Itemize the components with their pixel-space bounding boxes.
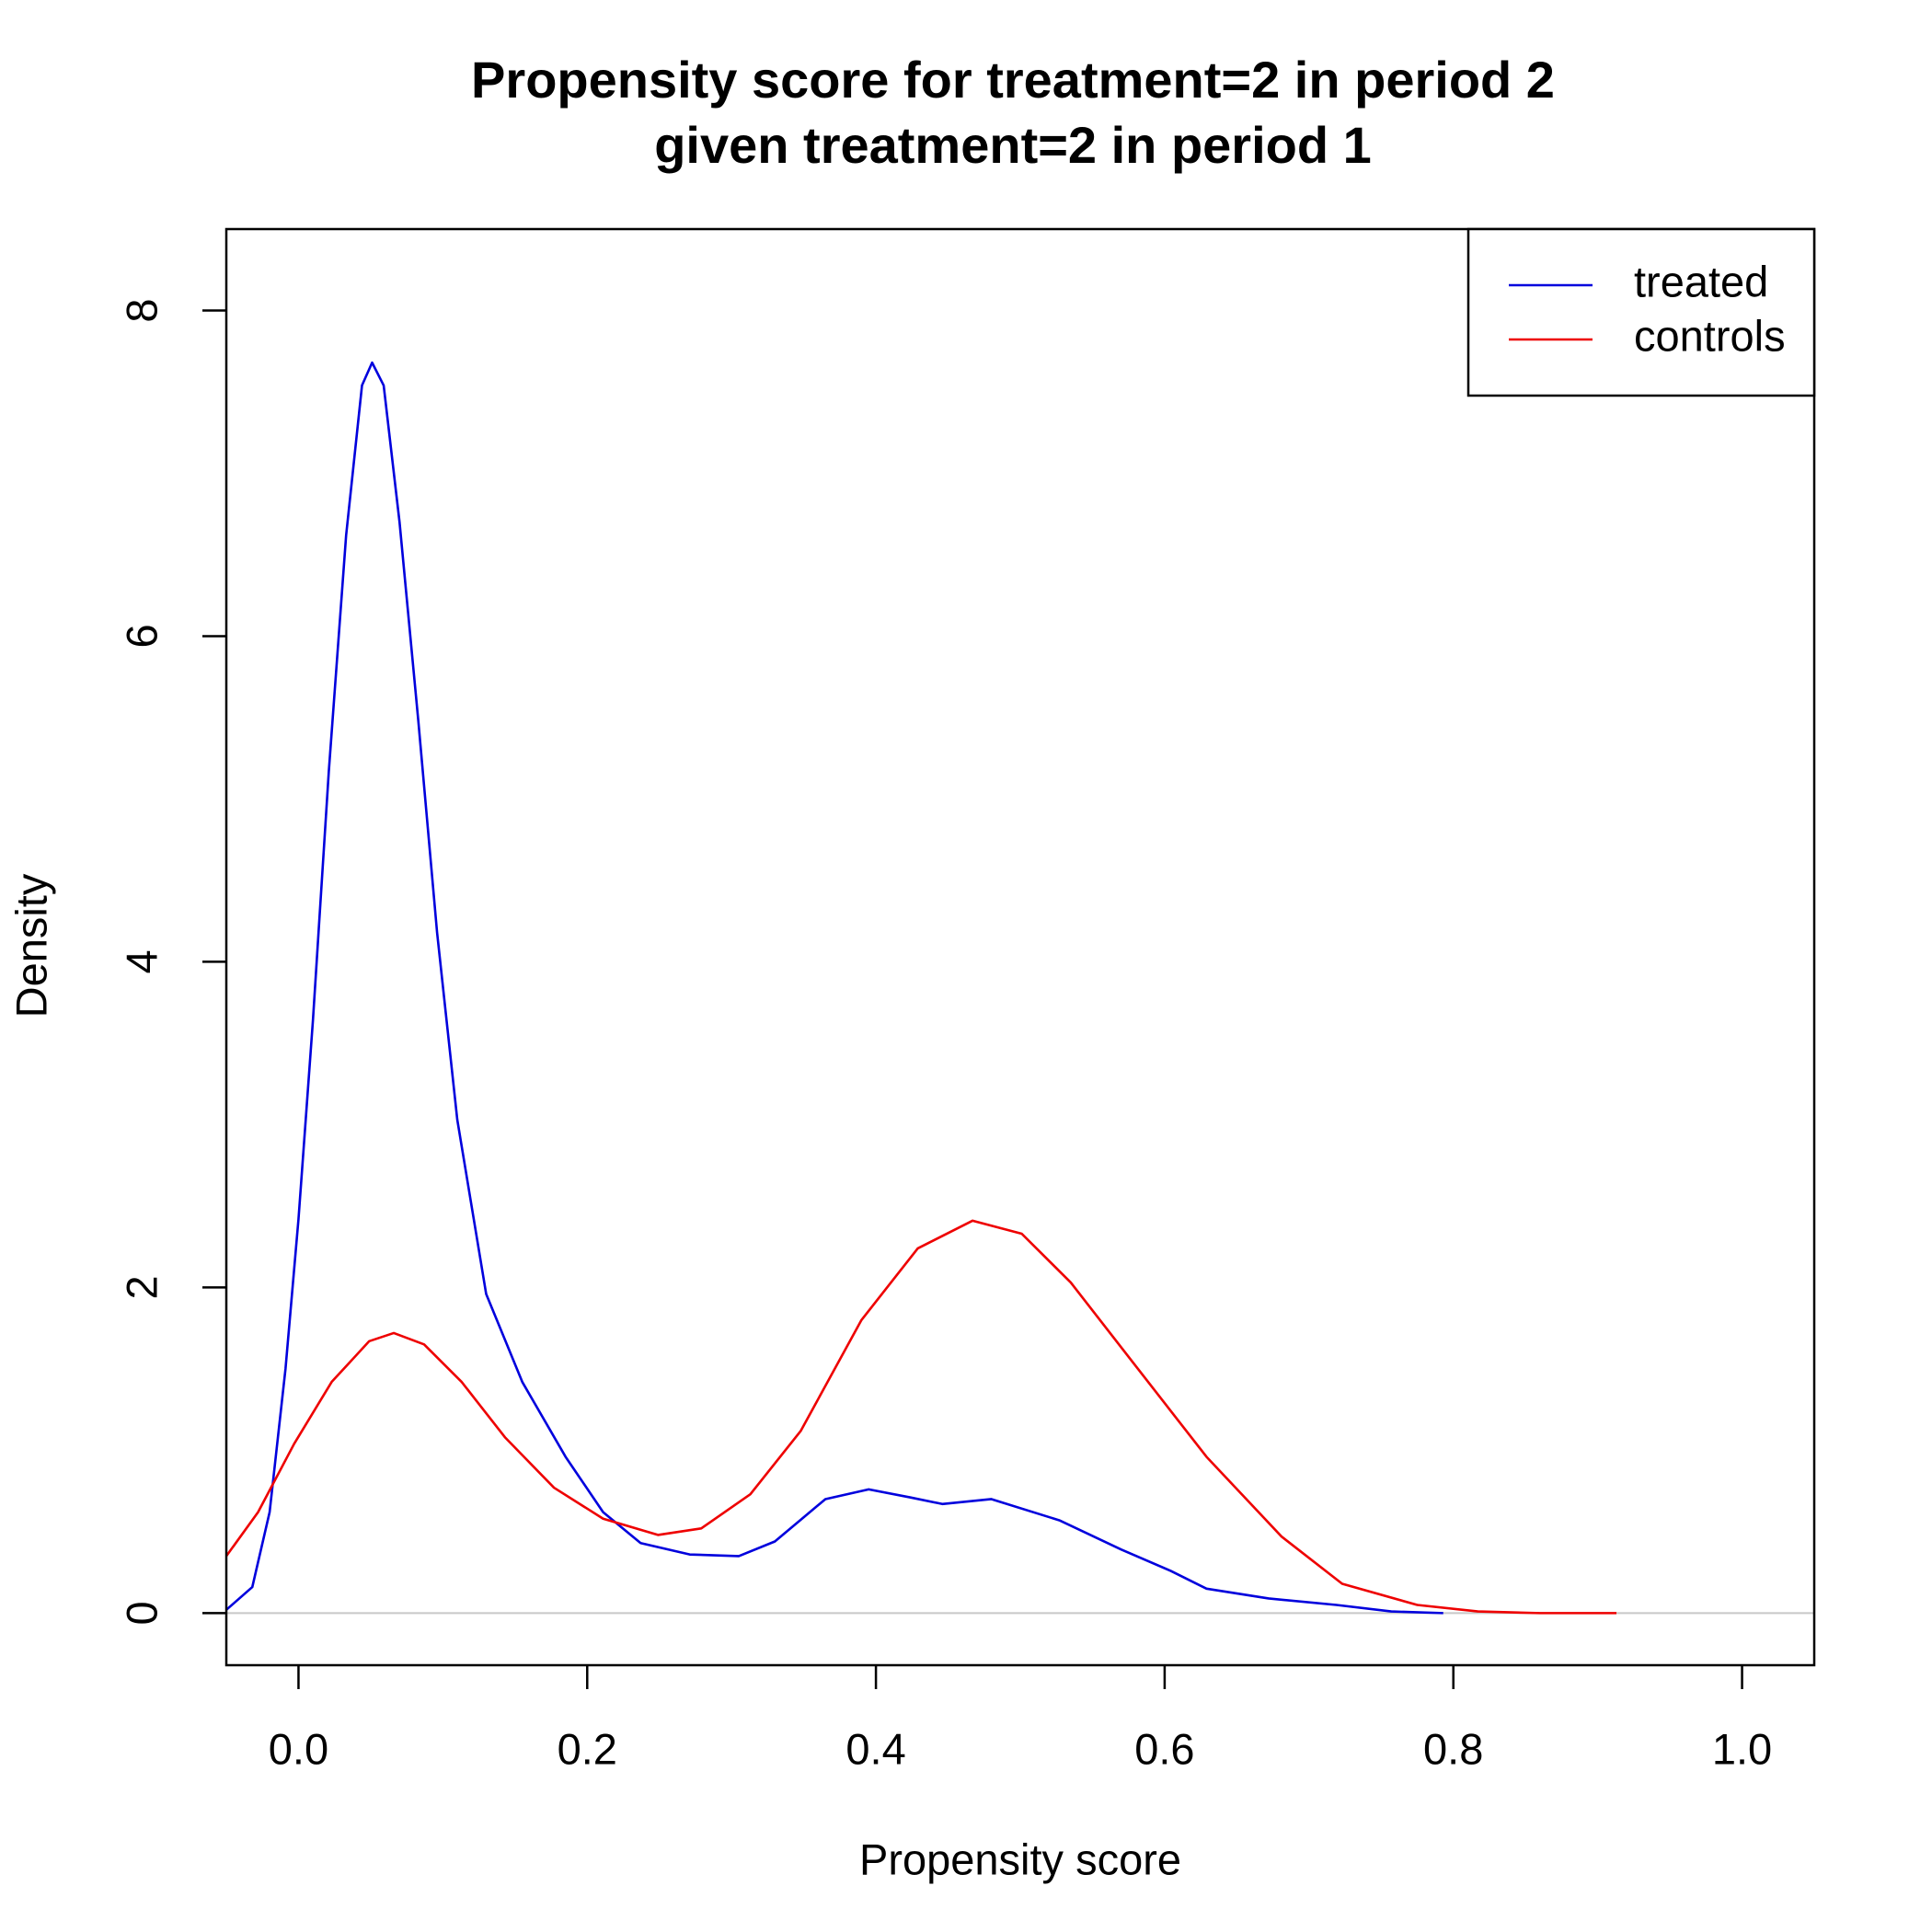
x-tick-label: 0.2 (558, 1724, 617, 1773)
density-line (225, 361, 1443, 1615)
y-tick-label: 0 (117, 1601, 166, 1625)
x-tick-label: 0.8 (1423, 1724, 1483, 1773)
chart-title: given treatment=2 in period 1 (654, 116, 1372, 174)
legend-box (1466, 227, 1816, 397)
plot-frame (224, 227, 1816, 1667)
x-tick-label: 1.0 (1712, 1724, 1772, 1773)
x-tick-label: 0.0 (269, 1724, 328, 1773)
y-tick-label: 4 (117, 949, 166, 973)
x-tick-label: 0.4 (845, 1724, 905, 1773)
y-tick-label: 6 (117, 624, 166, 648)
y-tick-label: 8 (117, 298, 166, 322)
legend-label: controls (1634, 311, 1786, 360)
y-axis-label: Density (6, 873, 55, 1018)
x-tick-label: 0.6 (1134, 1724, 1194, 1773)
legend-label: treated (1634, 257, 1768, 305)
density-line (224, 1219, 1617, 1615)
chart-title: Propensity score for treatment=2 in peri… (471, 51, 1555, 109)
y-tick-label: 2 (117, 1275, 166, 1299)
x-axis-label: Propensity score (859, 1834, 1181, 1883)
